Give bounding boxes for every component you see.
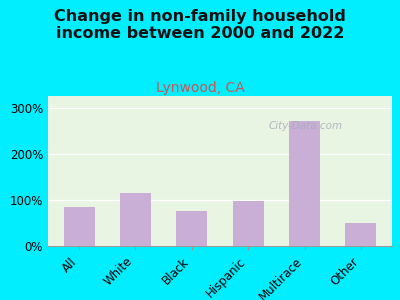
- Bar: [289, 122, 320, 246]
- Text: Change in non-family household
income between 2000 and 2022: Change in non-family household income be…: [54, 9, 346, 41]
- Bar: [176, 212, 207, 246]
- Text: Lynwood, CA: Lynwood, CA: [156, 81, 244, 95]
- Bar: [64, 207, 95, 246]
- Text: City-Data.com: City-Data.com: [269, 121, 343, 131]
- Bar: [345, 223, 376, 246]
- Bar: [233, 201, 264, 246]
- Bar: [120, 193, 151, 246]
